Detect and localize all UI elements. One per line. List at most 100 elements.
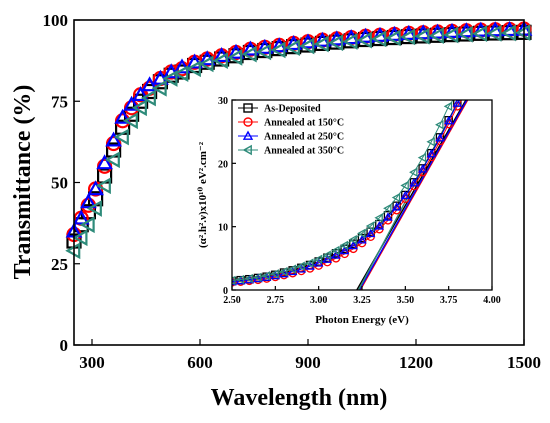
inset-data-point bbox=[417, 152, 427, 163]
inset-data-point bbox=[383, 203, 392, 214]
main-data-point bbox=[212, 52, 228, 69]
main-series-4 bbox=[65, 24, 531, 260]
inset-data-point bbox=[261, 271, 271, 281]
inset-x-tick-label: 3.25 bbox=[353, 295, 371, 306]
inset-data-point bbox=[374, 221, 385, 230]
inset-series-3 bbox=[232, 90, 469, 286]
main-data-point bbox=[429, 23, 446, 39]
inset-data-point bbox=[287, 266, 298, 276]
main-data-point bbox=[284, 39, 300, 56]
main-data-point bbox=[122, 112, 138, 130]
main-data-point bbox=[87, 180, 104, 196]
inset-data-point bbox=[417, 164, 428, 173]
main-data-point bbox=[486, 21, 504, 37]
inset-data-point bbox=[279, 268, 289, 278]
inset-series-line bbox=[232, 100, 461, 283]
main-data-point bbox=[356, 31, 372, 49]
inset-data-point bbox=[296, 261, 305, 271]
inset-data-point bbox=[348, 240, 359, 250]
inset-data-point bbox=[279, 266, 288, 277]
inset-series-layer bbox=[232, 90, 469, 290]
main-data-point bbox=[132, 85, 149, 102]
inset-x-tick-label: 3.00 bbox=[310, 295, 328, 306]
main-data-point bbox=[241, 45, 257, 63]
main-data-point bbox=[400, 28, 416, 46]
inset-data-point bbox=[400, 180, 409, 191]
main-data-point bbox=[79, 216, 95, 234]
inset-data-point bbox=[365, 221, 375, 231]
inset-legend: As-Deposited Annealed at 150°C Annealed at… bbox=[238, 103, 344, 157]
main-data-point bbox=[443, 26, 459, 44]
main-data-point bbox=[428, 27, 444, 44]
inset-data-point bbox=[287, 264, 297, 274]
inset-data-point bbox=[409, 167, 418, 177]
main-data-point bbox=[270, 41, 286, 59]
inset-data-point bbox=[253, 272, 262, 283]
inset-data-point bbox=[232, 275, 236, 286]
inset-y-axis-label: (α².h².ν)x10¹⁰ eV².cm⁻² bbox=[197, 141, 209, 248]
legend-marker-icon bbox=[243, 103, 253, 113]
inset-data-point bbox=[443, 115, 454, 125]
inset-x-tick-label: 3.75 bbox=[440, 295, 458, 306]
main-x-tick-label: 1500 bbox=[507, 353, 541, 372]
inset-series-line bbox=[232, 100, 463, 283]
legend-marker-icon bbox=[243, 117, 253, 127]
main-data-point bbox=[151, 79, 167, 97]
main-data-point bbox=[386, 25, 403, 41]
inset-data-point bbox=[452, 100, 463, 107]
main-data-point bbox=[501, 20, 518, 37]
inset-data-point bbox=[462, 90, 469, 96]
main-series-layer bbox=[65, 20, 533, 260]
inset-fit-line-2 bbox=[359, 100, 469, 290]
inset-data-point bbox=[232, 276, 237, 286]
inset-y-tick-label: 10 bbox=[218, 223, 228, 234]
main-x-axis-label: Wavelength (nm) bbox=[211, 385, 388, 411]
inset-data-point bbox=[331, 250, 341, 259]
main-data-point bbox=[227, 49, 243, 66]
inset-data-point bbox=[383, 212, 393, 221]
inset-data-point bbox=[383, 211, 393, 220]
main-data-point bbox=[162, 63, 180, 79]
inset-data-point bbox=[339, 245, 350, 255]
inset-background bbox=[232, 100, 492, 290]
main-data-point bbox=[186, 53, 203, 69]
main-data-point bbox=[72, 209, 90, 225]
inset-data-point bbox=[348, 234, 357, 245]
main-data-point bbox=[86, 200, 102, 217]
inset-y-tick-label: 20 bbox=[218, 159, 228, 170]
main-data-point bbox=[472, 25, 488, 43]
main-y-tick-label: 25 bbox=[51, 255, 68, 274]
legend-entry: Annealed at 350°C bbox=[238, 144, 344, 157]
main-y-tick-label: 75 bbox=[51, 92, 68, 111]
inset-data-point bbox=[244, 273, 253, 284]
legend-label: Annealed at 250°C bbox=[264, 132, 344, 143]
main-data-point bbox=[162, 70, 178, 87]
legend-entry: Annealed at 250°C bbox=[238, 130, 344, 143]
main-x-tick-label: 1200 bbox=[399, 353, 433, 372]
main-data-point bbox=[104, 151, 120, 169]
legend-entry: As-Deposited bbox=[238, 103, 321, 115]
inset-data-point bbox=[400, 190, 411, 200]
main-data-point bbox=[500, 24, 516, 42]
main-data-point bbox=[140, 89, 156, 107]
main-y-axis-label: Transmittance (%) bbox=[10, 85, 36, 280]
inset-data-point bbox=[322, 254, 333, 263]
main-data-point bbox=[113, 128, 129, 146]
inset-data-point bbox=[235, 274, 245, 285]
inset-data-point bbox=[322, 250, 331, 260]
inset-chart: 2.50 2.75 3.00 3.25 3.50 3.75 4.00 0 10 20 30 As-D… bbox=[197, 90, 501, 326]
main-data-point bbox=[96, 154, 113, 170]
inset-data-point bbox=[435, 119, 444, 130]
inset-data-point bbox=[357, 228, 366, 239]
inset-data-point bbox=[232, 278, 237, 287]
main-data-point bbox=[458, 22, 475, 38]
main-y-tick-label: 0 bbox=[60, 336, 69, 355]
legend-entry: Annealed at 150°C bbox=[238, 117, 344, 129]
main-data-point bbox=[105, 131, 122, 147]
inset-data-point bbox=[313, 254, 323, 264]
inset-data-point bbox=[365, 228, 376, 238]
main-x-tick-label: 300 bbox=[79, 353, 105, 372]
